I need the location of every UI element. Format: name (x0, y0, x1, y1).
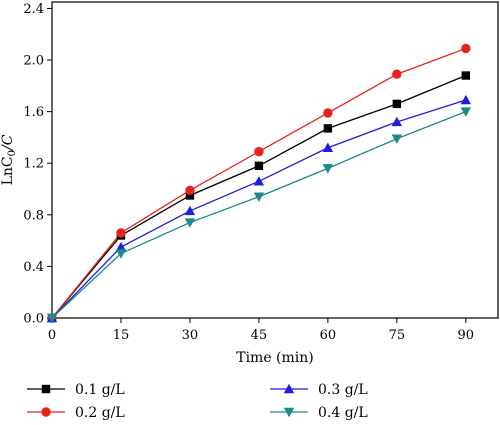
legend-label: 0.4 g/L (318, 405, 368, 421)
legend-label: 0.1 g/L (75, 382, 125, 398)
data-point (184, 218, 196, 228)
data-point (460, 94, 472, 105)
y-tick-label: 1.2 (23, 157, 44, 172)
data-point (254, 161, 264, 171)
x-tick-label: 45 (251, 328, 268, 343)
y-axis-title-sub: 0 (7, 150, 18, 156)
x-tick-label: 75 (389, 328, 406, 343)
data-point (115, 249, 127, 259)
y-tick-label: 2.0 (23, 54, 44, 69)
data-point (322, 142, 334, 152)
data-point (323, 108, 333, 118)
y-axis-title-tail: /C (0, 134, 16, 152)
legend-marker (41, 384, 51, 394)
y-tick-label: 0.4 (23, 260, 44, 275)
x-tick-label: 15 (113, 328, 130, 343)
x-tick-label: 0 (48, 328, 56, 343)
data-point (254, 146, 264, 157)
data-point (184, 205, 196, 216)
data-point (115, 241, 127, 252)
data-point (46, 313, 58, 324)
y-tick-label: 0.0 (23, 312, 44, 327)
x-tick-label: 60 (320, 328, 337, 343)
x-tick-label: 90 (458, 328, 475, 343)
data-point (391, 134, 403, 144)
y-tick-label: 2.4 (23, 2, 44, 17)
data-point (461, 71, 471, 80)
data-point (392, 99, 402, 109)
data-point (253, 176, 265, 186)
data-point (185, 185, 195, 196)
series-line (51, 99, 467, 319)
data-point (253, 192, 265, 202)
x-axis-title: Time (min) (236, 350, 314, 366)
legend: 0.1 g/L 0.2 g/L 0.3 g/L 0.4 g/L (27, 382, 368, 421)
y-axis-title: LnC0/C (0, 134, 18, 185)
legend-marker (41, 407, 51, 417)
x-tick-label: 30 (182, 328, 199, 343)
legend-label: 0.2 g/L (75, 405, 125, 421)
data-point (391, 116, 403, 127)
data-point (392, 69, 402, 79)
data-point (460, 107, 472, 117)
data-point (461, 43, 471, 54)
data-point (322, 164, 334, 174)
data-point (185, 191, 195, 200)
y-tick-label: 0.8 (23, 208, 44, 223)
data-point (323, 124, 333, 133)
series-line (51, 111, 467, 319)
y-axis-title-main: LnC (0, 156, 16, 185)
data-point (116, 228, 126, 238)
y-tick-label: 1.6 (23, 105, 44, 120)
plot-area-frame (51, 1, 499, 319)
legend-marker (283, 407, 295, 418)
legend-marker (283, 383, 295, 394)
legend-label: 0.3 g/L (318, 382, 368, 398)
